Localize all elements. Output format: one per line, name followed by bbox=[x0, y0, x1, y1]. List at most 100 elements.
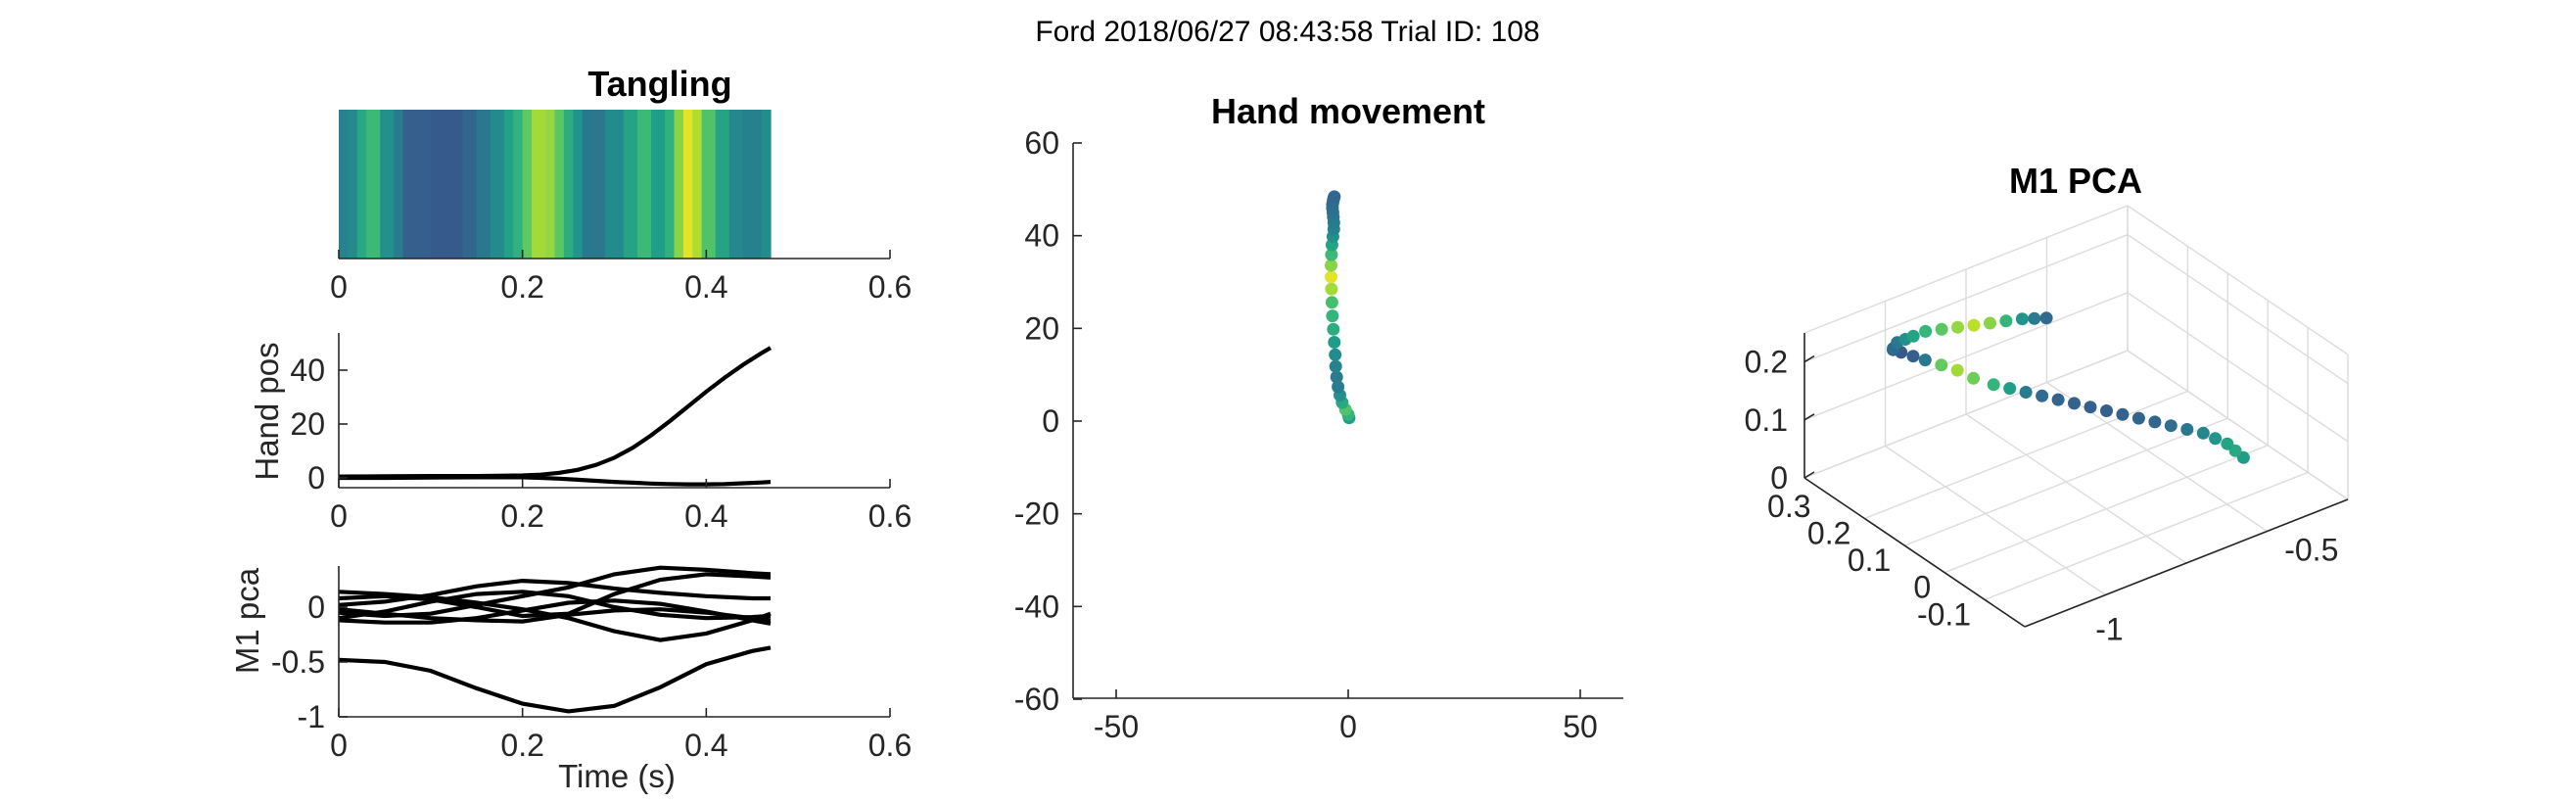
m1-pca-3d-ytick-label: 0 bbox=[1913, 570, 1931, 605]
m1-pca-3d-point bbox=[1987, 378, 2000, 392]
tangling-panel: Tangling 0 0.2 0.4 0.6 bbox=[330, 64, 912, 305]
tangling-xtick-label: 0 bbox=[330, 269, 348, 305]
m1-pca-3d-point bbox=[2015, 312, 2029, 326]
hand-pos-ylabel: Hand pos bbox=[249, 342, 285, 480]
tangling-cell bbox=[651, 110, 666, 259]
hand-movement-point bbox=[1325, 248, 1338, 261]
figure-title: Ford 2018/06/27 08:43:58 Trial ID: 108 bbox=[1035, 16, 1539, 48]
m1-pca-3d-point bbox=[2116, 407, 2130, 421]
m1-pca-3d-point bbox=[2051, 393, 2065, 406]
hand-movement-ytick-label: 0 bbox=[1042, 403, 1059, 439]
tangling-cell bbox=[636, 110, 652, 259]
hand-movement-y-ticks: -60 -40 -20 0 20 40 60 bbox=[1014, 125, 1082, 717]
tangling-cell bbox=[545, 110, 556, 259]
tangling-cell bbox=[476, 110, 492, 259]
m1-pca-3d-ztick-label: 0.1 bbox=[1745, 402, 1788, 438]
m1-pca-ytick-label: -0.5 bbox=[271, 644, 325, 680]
m1-pca-3d-point bbox=[2019, 386, 2033, 399]
m1-pca-3d-ztick-mark bbox=[1803, 471, 1815, 479]
tangling-cell bbox=[339, 110, 349, 259]
m1-pca-3d-gridline bbox=[1984, 471, 2309, 601]
m1-pca-3d-gridline bbox=[2127, 205, 2349, 355]
m1-pca-3d-gridline bbox=[1944, 445, 2269, 574]
hand-pos-series-1 bbox=[338, 346, 773, 479]
tangling-cell bbox=[582, 110, 606, 259]
m1-pca-xtick-label: 0.4 bbox=[684, 728, 727, 763]
hand-movement-xtick-label: 50 bbox=[1563, 709, 1598, 744]
tangling-cell bbox=[513, 110, 524, 259]
hand-movement-ytick-label: 40 bbox=[1024, 218, 1059, 254]
hand-pos-xtick-label: 0.2 bbox=[500, 498, 543, 534]
m1-pca-3d-point bbox=[2209, 432, 2223, 446]
m1-pca-series-1 bbox=[338, 645, 772, 714]
m1-pca-3d-ytick-label: -0.1 bbox=[1917, 596, 1971, 632]
tangling-cell bbox=[665, 110, 676, 259]
tangling-cell bbox=[348, 110, 358, 259]
m1-pca-3d-point bbox=[2036, 389, 2049, 402]
hand-movement-point bbox=[1330, 370, 1343, 384]
m1-pca-3d-point bbox=[2068, 397, 2081, 410]
m1-pca-xtick-label: 0 bbox=[330, 728, 348, 763]
m1-pca-3d-point bbox=[1919, 324, 1933, 338]
m1-pca-3d-gridline bbox=[1803, 350, 2129, 479]
m1-pca-xtick-label: 0.6 bbox=[868, 728, 912, 763]
m1-pca-3d-gridline bbox=[1904, 417, 2228, 546]
tangling-cell bbox=[402, 110, 432, 259]
m1-pca-3d-xtick-label: -0.5 bbox=[2284, 532, 2338, 567]
tangling-cell bbox=[715, 110, 730, 259]
m1-pca-3d-point bbox=[1906, 329, 1920, 343]
hand-movement-x-ticks: -50 0 50 bbox=[1094, 689, 1598, 744]
m1-pca-3d-point bbox=[1906, 350, 1920, 363]
hand-movement-point bbox=[1325, 259, 1337, 272]
hand-movement-point bbox=[1329, 348, 1342, 361]
hand-movement-point bbox=[1325, 282, 1338, 296]
tangling-cell bbox=[605, 110, 625, 259]
tangling-cell bbox=[701, 110, 717, 259]
tangling-x-ticks: 0 0.2 0.4 0.6 bbox=[330, 250, 912, 305]
hand-pos-x-ticks: 0 0.2 0.4 0.6 bbox=[330, 479, 912, 534]
m1-pca-3d-ytick-label: 0.1 bbox=[1848, 543, 1891, 578]
hand-pos-y-ticks: 0 20 40 bbox=[290, 353, 348, 496]
m1-pca-3d-xtick-label: -1 bbox=[2095, 612, 2123, 647]
m1-pca-panel: 0 0.2 0.4 0.6 -1 -0.5 0 M1 pca Time (s) bbox=[229, 565, 912, 794]
hand-movement-ytick-label: -20 bbox=[1014, 496, 1059, 532]
m1-pca-series-4 bbox=[338, 590, 772, 621]
m1-pca-3d-point bbox=[2164, 419, 2178, 433]
tangling-cell bbox=[356, 110, 367, 259]
hand-pos-ytick-label: 20 bbox=[290, 406, 325, 442]
hand-pos-xtick-label: 0.6 bbox=[868, 498, 912, 534]
tangling-cell bbox=[761, 110, 772, 259]
hand-movement-point bbox=[1326, 309, 1339, 323]
m1-pca-3d-point bbox=[2180, 423, 2194, 436]
tangling-cell bbox=[532, 110, 546, 259]
hand-movement-ytick-label: -40 bbox=[1014, 589, 1059, 624]
m1-pca-3d-point bbox=[1999, 314, 2013, 328]
m1-pca-3d-gridline bbox=[1864, 390, 2188, 520]
m1-pca-3d-points bbox=[1887, 311, 2250, 464]
m1-pca-3d-point bbox=[2003, 382, 2017, 396]
tangling-cell bbox=[430, 110, 464, 259]
m1-pca-3d-gridline bbox=[2127, 292, 2349, 443]
hand-pos-traces bbox=[338, 346, 773, 487]
m1-pca-3d-point bbox=[1950, 363, 1964, 377]
hand-pos-xtick-label: 0.4 bbox=[684, 498, 727, 534]
m1-pca-3d-gridline bbox=[2046, 381, 2268, 533]
m1-pca-series-8 bbox=[338, 598, 772, 626]
m1-pca-ytick-label: 0 bbox=[307, 590, 325, 625]
tangling-xtick-label: 0.2 bbox=[500, 269, 543, 305]
m1-pca-3d-panel: M1 PCA 00.10.2-0.100.10.20.3-1-0.5 bbox=[1745, 161, 2349, 647]
tangling-cell bbox=[682, 110, 693, 259]
tangling-title: Tangling bbox=[587, 64, 731, 104]
hand-movement-panel: Hand movement -50 0 50 -60 -40 -20 0 20 40 60 bbox=[1014, 91, 1623, 744]
m1-pca-xtick-label: 0.2 bbox=[500, 728, 543, 763]
m1-pca-3d-point bbox=[2221, 437, 2234, 450]
m1-pca-3d-point bbox=[1935, 358, 1948, 372]
m1-pca-3d-point bbox=[1951, 320, 1964, 334]
m1-pca-3d-ztick-mark bbox=[1803, 354, 1815, 363]
m1-pca-3d-point bbox=[1967, 318, 1981, 332]
tangling-cell bbox=[380, 110, 395, 259]
m1-pca-x-ticks: 0 0.2 0.4 0.6 bbox=[330, 708, 912, 763]
m1-pca-3d-ticks: 00.10.2-0.100.10.20.3-1-0.5 bbox=[1745, 345, 2339, 647]
hand-movement-points bbox=[1325, 190, 1356, 425]
m1-pca-xlabel: Time (s) bbox=[558, 758, 676, 794]
